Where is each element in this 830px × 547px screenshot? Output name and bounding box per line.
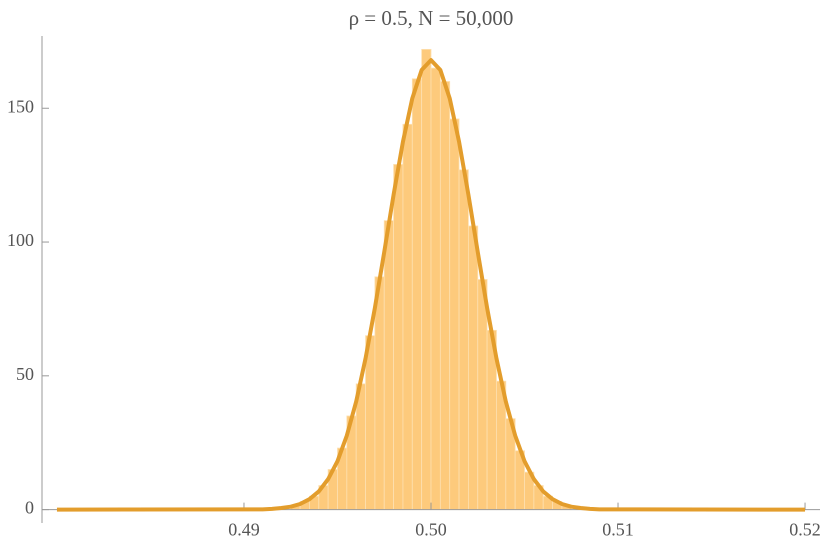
bar	[439, 81, 451, 511]
x-tick-label: 0.50	[415, 520, 447, 540]
bar	[411, 78, 423, 511]
chart-title: ρ = 0.5, N = 50,000	[349, 6, 514, 30]
x-tick-label: 0.49	[228, 520, 260, 540]
y-tick-label: 150	[7, 96, 34, 116]
bar	[383, 220, 394, 511]
x-tick-label: 0.52	[789, 520, 821, 540]
bar	[430, 67, 441, 511]
bar	[421, 48, 432, 511]
bar	[477, 279, 488, 511]
y-tick-label: 50	[16, 364, 34, 384]
bar	[458, 169, 469, 511]
bar	[365, 335, 376, 511]
bar	[468, 225, 479, 511]
bar	[449, 118, 460, 511]
y-tick-label: 0	[25, 498, 34, 518]
y-tick-label: 100	[7, 230, 34, 250]
bar	[402, 123, 413, 511]
bar	[374, 276, 385, 511]
x-tick-label: 0.51	[602, 520, 634, 540]
density-curve	[56, 58, 806, 512]
bar	[393, 164, 404, 511]
